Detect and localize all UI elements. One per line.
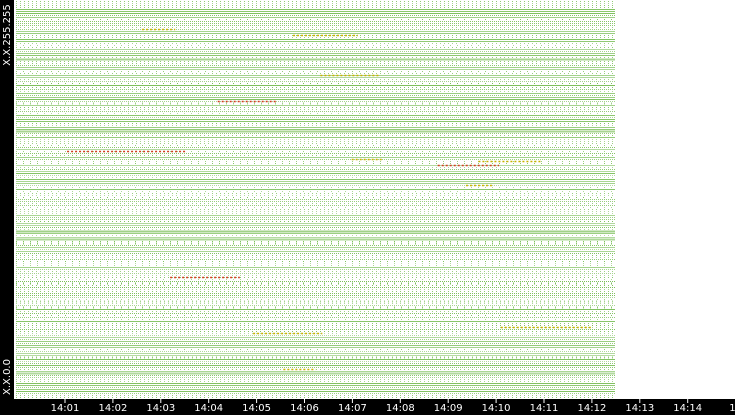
x-tick-label: 14:11 [530, 403, 559, 414]
x-tick-label: 14:05 [242, 403, 271, 414]
x-tick-label: 14:09 [434, 403, 463, 414]
x-tick-label: 14:03 [146, 403, 175, 414]
x-tick-label: 14:07 [338, 403, 367, 414]
x-tick-label: 14:10 [482, 403, 511, 414]
y-label-top: X.X.255.255 [2, 4, 13, 65]
x-tick-label: 14:06 [290, 403, 319, 414]
x-tick-label: 14:13 [625, 403, 654, 414]
x-tick-label: 14:08 [386, 403, 415, 414]
plot-area [16, 1, 615, 398]
x-tick-label: 14 [729, 403, 735, 414]
x-axis-band [0, 399, 735, 415]
x-tick-label: 14:14 [673, 403, 702, 414]
x-tick-label: 14:12 [577, 403, 606, 414]
x-tick-label: 14:04 [194, 403, 223, 414]
y-axis-band [0, 0, 14, 415]
x-tick-label: 14:02 [98, 403, 127, 414]
y-label-bottom: X.X.0.0 [2, 359, 13, 395]
x-tick-label: 14:01 [51, 403, 80, 414]
